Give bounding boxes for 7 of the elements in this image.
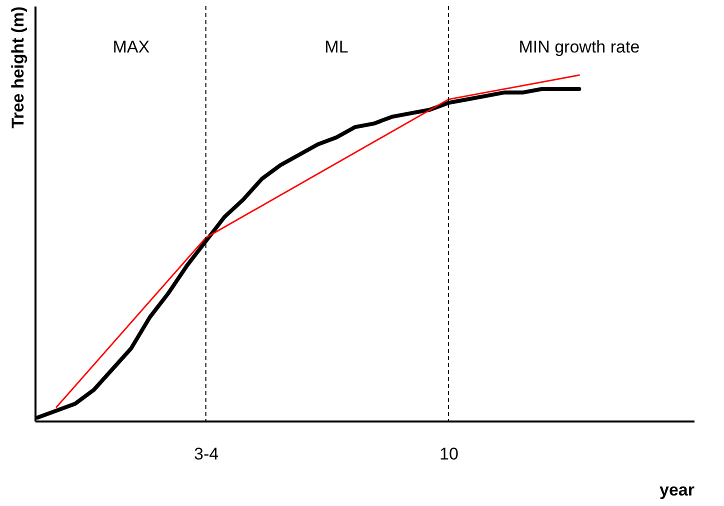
x-tick-label: 10 [440,444,458,464]
y-axis-title: Tree height (m) [8,6,28,128]
x-axis-title: year [660,480,695,500]
text: MIN growth rate [518,38,640,56]
x-tick-label: 3-4 [194,444,219,464]
text: MAX [112,38,150,56]
text: ML [324,38,348,56]
